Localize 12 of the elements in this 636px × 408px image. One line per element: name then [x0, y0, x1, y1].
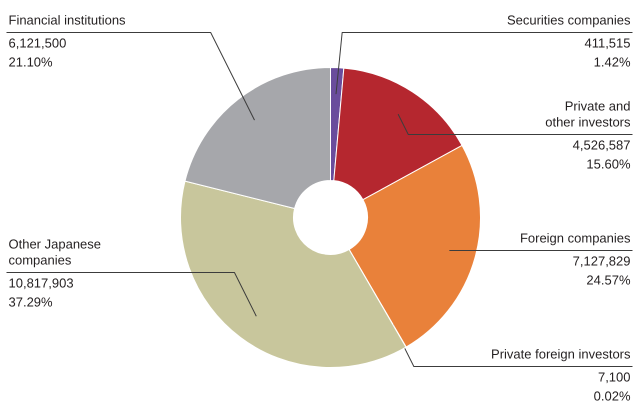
slice-label: Private foreign investors — [491, 346, 631, 362]
slice-label: Foreign companies — [520, 230, 631, 246]
slice-label: Securities companies — [506, 12, 631, 28]
data-label: 7,127,829 24.57% — [572, 254, 631, 288]
data-label: 4,526,587 15.60% — [572, 138, 631, 172]
data-label: 411,515 1.42% — [584, 36, 631, 70]
data-label: 7,100 0.02% — [594, 370, 631, 404]
slice-label: Financial institutions — [8, 12, 126, 28]
slice-label: Private and other investors — [545, 98, 631, 130]
data-label: 6,121,500 21.10% — [8, 36, 66, 70]
slice-label: Other Japanese companies — [8, 236, 102, 268]
data-label: 10,817,903 37.29% — [8, 276, 74, 310]
